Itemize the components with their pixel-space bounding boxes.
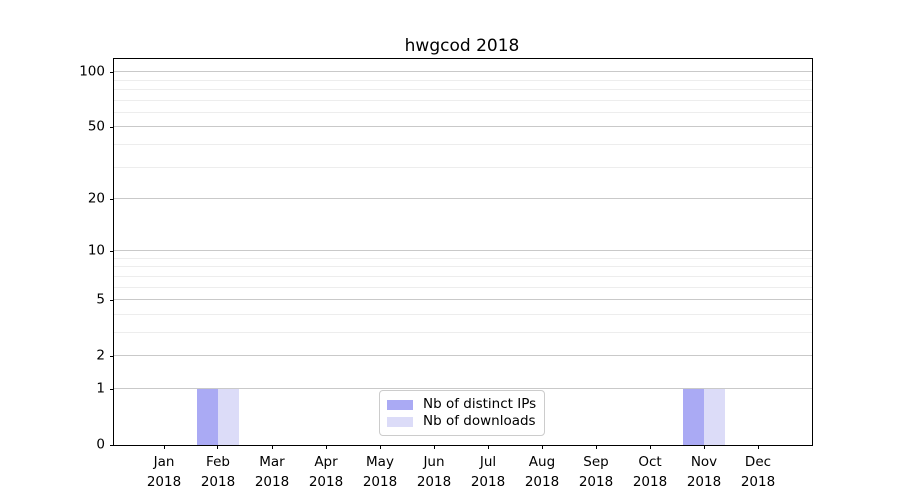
major-gridline xyxy=(114,71,812,73)
y-tick-mark xyxy=(110,198,114,200)
y-tick-mark xyxy=(110,250,114,252)
y-tick-mark xyxy=(110,71,114,73)
legend: Nb of distinct IPs Nb of downloads xyxy=(379,390,545,436)
bar-nb-of-distinct-ips-feb-2018 xyxy=(196,389,218,445)
legend-swatch-downloads xyxy=(387,416,413,427)
legend-label-downloads: Nb of downloads xyxy=(423,412,536,429)
y-tick-mark xyxy=(110,126,114,128)
major-gridline xyxy=(114,250,812,252)
plot-area: Nb of distinct IPs Nb of downloads 0 1 2 5 1… xyxy=(79,58,813,490)
minor-gridline xyxy=(114,257,812,259)
major-gridline xyxy=(114,126,812,128)
y-tick-label: 100 xyxy=(79,63,105,80)
bar-nb-of-distinct-ips-nov-2018 xyxy=(683,389,704,445)
y-tick-mark xyxy=(110,388,114,390)
x-tick-mark xyxy=(271,445,273,449)
y-tick-label: 10 xyxy=(87,242,105,259)
minor-gridline xyxy=(114,286,812,288)
x-tick-mark xyxy=(325,445,327,449)
x-tick-label: Apr 2018 xyxy=(308,454,344,490)
x-tick-mark xyxy=(217,445,219,449)
y-tick-mark xyxy=(110,444,114,446)
legend-swatch-distinct-ips xyxy=(387,399,413,410)
x-tick-label: Aug 2018 xyxy=(524,454,560,490)
minor-gridline xyxy=(114,99,812,101)
minor-gridline xyxy=(114,266,812,268)
x-tick-label: Jan 2018 xyxy=(146,454,182,490)
x-tick-mark xyxy=(703,445,705,449)
x-tick-mark xyxy=(433,445,435,449)
x-tick-mark xyxy=(649,445,651,449)
legend-item-distinct-ips: Nb of distinct IPs xyxy=(387,396,536,413)
y-tick-label: 20 xyxy=(87,190,105,207)
y-tick-label: 1 xyxy=(96,380,105,397)
x-tick-label: Jun 2018 xyxy=(416,454,452,490)
y-tick-mark xyxy=(110,355,114,357)
y-tick-label: 2 xyxy=(96,347,105,364)
x-tick-mark xyxy=(163,445,165,449)
x-tick-label: Dec 2018 xyxy=(740,454,776,490)
x-tick-label: Feb 2018 xyxy=(200,454,236,490)
legend-label-distinct-ips: Nb of distinct IPs xyxy=(423,395,537,412)
x-tick-mark xyxy=(541,445,543,449)
minor-gridline xyxy=(114,276,812,277)
x-tick-label: Oct 2018 xyxy=(632,454,668,490)
x-tick-label: Jul 2018 xyxy=(470,454,506,490)
y-tick-mark xyxy=(110,299,114,301)
x-tick-label: May 2018 xyxy=(362,454,398,490)
minor-gridline xyxy=(114,332,812,333)
major-gridline xyxy=(114,198,812,200)
major-gridline xyxy=(114,355,812,357)
y-tick-label: 50 xyxy=(87,118,105,135)
minor-gridline xyxy=(114,79,812,81)
major-gridline xyxy=(114,299,812,301)
y-tick-label: 5 xyxy=(96,291,105,308)
minor-gridline xyxy=(114,88,812,90)
minor-gridline xyxy=(114,111,812,113)
x-tick-mark xyxy=(487,445,489,449)
chart-title: hwgcod 2018 xyxy=(404,36,520,56)
x-tick-mark xyxy=(379,445,381,449)
x-tick-label: Nov 2018 xyxy=(686,454,722,490)
legend-item-downloads: Nb of downloads xyxy=(387,413,536,430)
minor-gridline xyxy=(114,143,812,145)
x-tick-mark xyxy=(595,445,597,449)
x-tick-mark xyxy=(757,445,759,449)
x-tick-label: Mar 2018 xyxy=(254,454,290,490)
x-tick-label: Sep 2018 xyxy=(578,454,614,490)
bar-nb-of-downloads-feb-2018 xyxy=(217,389,239,445)
bar-nb-of-downloads-nov-2018 xyxy=(704,389,725,445)
minor-gridline xyxy=(114,313,812,315)
y-tick-label: 0 xyxy=(96,436,105,453)
minor-gridline xyxy=(114,166,812,168)
